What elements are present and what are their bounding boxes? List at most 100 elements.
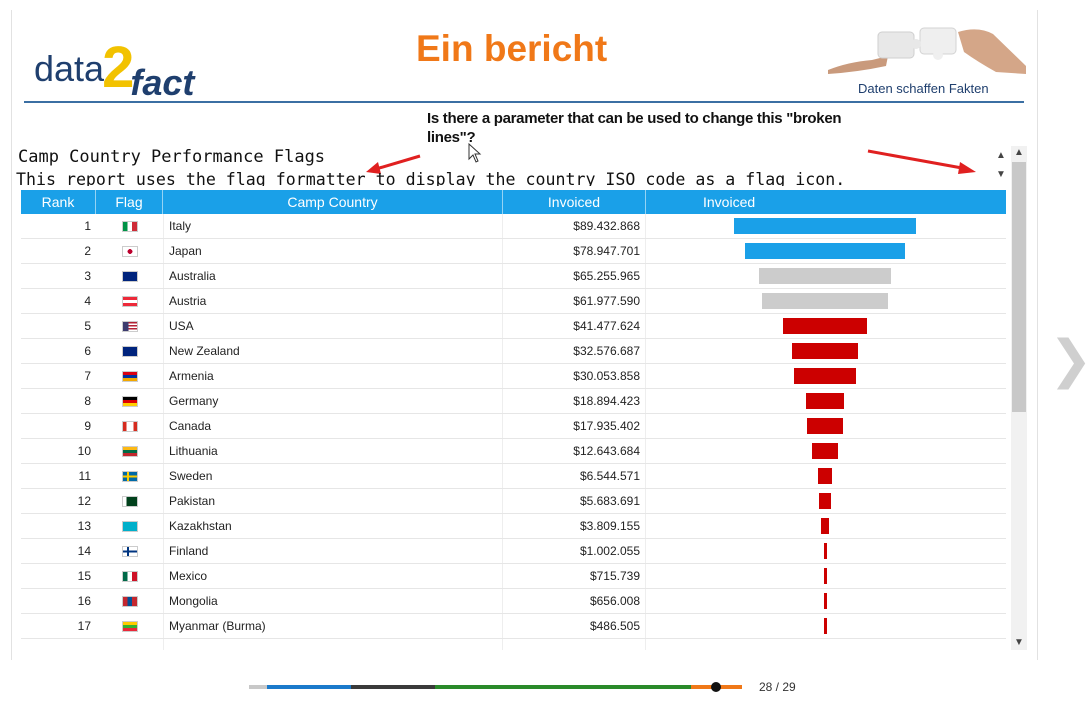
column-header-rank[interactable]: Rank: [21, 190, 96, 214]
column-header-country[interactable]: Camp Country: [163, 190, 503, 214]
invoiced-bar: [758, 268, 892, 284]
rank-cell: 6: [84, 344, 91, 358]
mouse-cursor-icon: [468, 143, 482, 163]
invoiced-bar: [823, 543, 827, 559]
bar-cell: [646, 439, 1006, 463]
country-cell: Kazakhstan: [163, 514, 503, 538]
flag-cell: [96, 564, 163, 588]
description-scrollbar[interactable]: ▲ ▼: [994, 146, 1008, 184]
bar-cell: [646, 339, 1006, 363]
country-cell: Finland: [163, 539, 503, 563]
italy-flag-icon: [121, 220, 138, 232]
invoiced-cell: [503, 639, 646, 650]
bar-cell: [646, 514, 1006, 538]
flag-cell: [96, 589, 163, 613]
slide-progress-bar[interactable]: [249, 685, 742, 689]
table-row[interactable]: 11 Sweden $6.544.571: [21, 464, 1006, 489]
table-row[interactable]: 3 Australia $65.255.965: [21, 264, 1006, 289]
flag-cell: [96, 239, 163, 263]
bar-cell: [646, 614, 1006, 638]
column-header-invoiced-bar[interactable]: Invoiced: [703, 194, 756, 210]
scrollbar-thumb[interactable]: [1012, 162, 1026, 412]
table-row[interactable]: 16 Mongolia $656.008: [21, 589, 1006, 614]
table-row[interactable]: 13 Kazakhstan $3.809.155: [21, 514, 1006, 539]
invoiced-cell: $18.894.423: [503, 389, 646, 413]
table-row[interactable]: 12 Pakistan $5.683.691: [21, 489, 1006, 514]
country-cell: Australia: [163, 264, 503, 288]
invoiced-cell: $12.643.684: [503, 439, 646, 463]
country-cell: Italy: [163, 214, 503, 238]
mongolia-flag-icon: [121, 595, 138, 607]
invoiced-bar: [744, 243, 906, 259]
flag-cell: [96, 264, 163, 288]
table-scrollbar[interactable]: ▲ ▼: [1011, 146, 1027, 650]
puzzle-hands-image: [828, 27, 1026, 74]
country-cell: Japan: [163, 239, 503, 263]
country-cell: Austria: [163, 289, 503, 313]
slide-frame: [11, 10, 1038, 660]
armenia-flag-icon: [121, 370, 138, 382]
invoiced-cell: $41.477.624: [503, 314, 646, 338]
rank-cell: 13: [77, 519, 91, 533]
scroll-up-icon[interactable]: ▲: [1014, 147, 1024, 158]
table-row[interactable]: 5 USA $41.477.624: [21, 314, 1006, 339]
flag-cell: [96, 439, 163, 463]
report-title: Camp Country Performance Flags: [18, 147, 326, 167]
tagline: Daten schaffen Fakten: [858, 81, 989, 96]
invoiced-bar: [761, 293, 889, 309]
bar-cell: [646, 414, 1006, 438]
table-row[interactable]: 14 Finland $1.002.055: [21, 539, 1006, 564]
invoiced-cell: $6.544.571: [503, 464, 646, 488]
country-cell: USA: [163, 314, 503, 338]
next-slide-chevron-icon[interactable]: ❯: [1049, 330, 1088, 390]
table-row[interactable]: 15 Mexico $715.739: [21, 564, 1006, 589]
table-row[interactable]: 10 Lithuania $12.643.684: [21, 439, 1006, 464]
chevron-down-icon[interactable]: ▼: [996, 169, 1006, 180]
sweden-flag-icon: [121, 470, 138, 482]
invoiced-cell: $5.683.691: [503, 489, 646, 513]
scroll-down-icon[interactable]: ▼: [1014, 637, 1024, 648]
rank-cell: 3: [84, 269, 91, 283]
country-cell: Armenia: [163, 364, 503, 388]
table-row[interactable]: 4 Austria $61.977.590: [21, 289, 1006, 314]
flag-cell: [96, 464, 163, 488]
rank-cell: 8: [84, 394, 91, 408]
bar-cell: [646, 364, 1006, 388]
bar-cell: [646, 389, 1006, 413]
country-cell: Myanmar (Burma): [163, 614, 503, 638]
bar-cell: [646, 289, 1006, 313]
table-row[interactable]: 2 Japan $78.947.701: [21, 239, 1006, 264]
invoiced-bar: [823, 618, 827, 634]
flag-cell: [96, 389, 163, 413]
header-divider: [24, 101, 1024, 103]
column-header-invoiced[interactable]: Invoiced: [503, 190, 646, 214]
rank-cell: 1: [84, 219, 91, 233]
mexico-flag-icon: [121, 570, 138, 582]
data2fact-logo: data2fact: [34, 35, 195, 103]
rank-cell: 11: [78, 469, 91, 483]
invoiced-bar: [805, 393, 845, 409]
country-table: Rank Flag Camp Country Invoiced Invoiced…: [21, 190, 1006, 650]
chevron-up-icon[interactable]: ▲: [996, 150, 1006, 161]
bar-cell: [646, 464, 1006, 488]
finland-flag-icon: [121, 545, 138, 557]
rank-cell: 5: [84, 319, 91, 333]
invoiced-bar: [782, 318, 868, 334]
table-row[interactable]: 6 New Zealand $32.576.687: [21, 339, 1006, 364]
progress-position-dot[interactable]: [711, 682, 721, 692]
table-row[interactable]: 17 Myanmar (Burma) $486.505: [21, 614, 1006, 639]
table-row[interactable]: 7 Armenia $30.053.858: [21, 364, 1006, 389]
table-row[interactable]: 9 Canada $17.935.402: [21, 414, 1006, 439]
invoiced-cell: $3.809.155: [503, 514, 646, 538]
table-header: Rank Flag Camp Country Invoiced Invoiced: [21, 190, 1006, 214]
bar-cell: [646, 564, 1006, 588]
table-row[interactable]: 8 Germany $18.894.423: [21, 389, 1006, 414]
austria-flag-icon: [121, 295, 138, 307]
column-header-flag[interactable]: Flag: [96, 190, 163, 214]
invoiced-cell: $715.739: [503, 564, 646, 588]
invoiced-cell: $65.255.965: [503, 264, 646, 288]
new-zealand-flag-icon: [121, 345, 138, 357]
table-row[interactable]: 1 Italy $89.432.868: [21, 214, 1006, 239]
slide-counter: 28 / 29: [759, 680, 796, 694]
invoiced-bar: [823, 568, 827, 584]
